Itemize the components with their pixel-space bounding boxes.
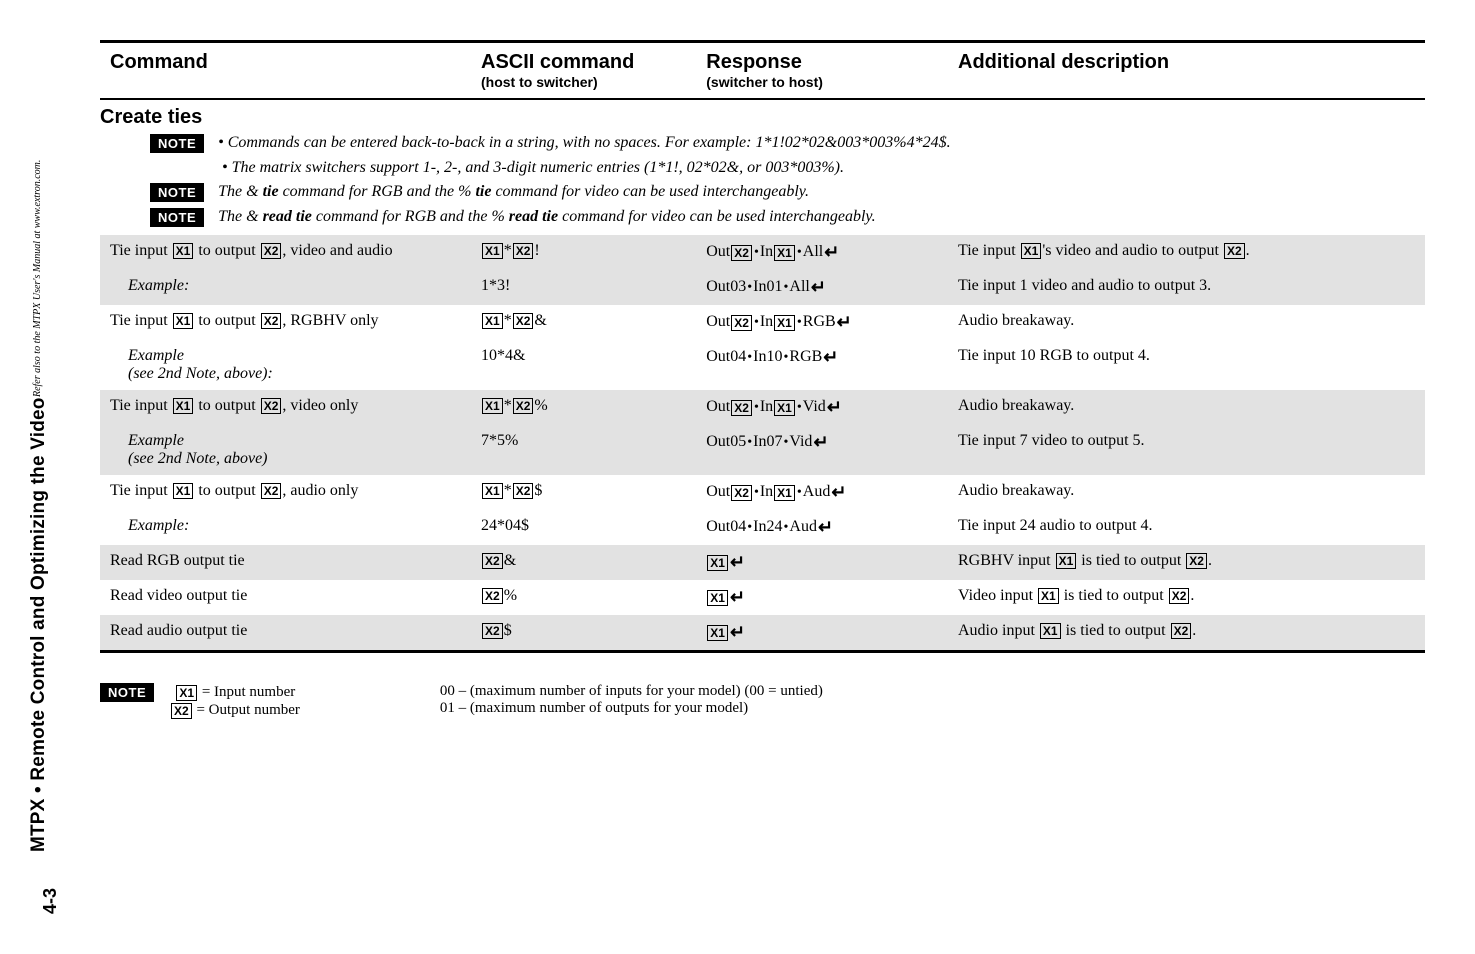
note-row-2: • The matrix switchers support 1-, 2-, a… bbox=[100, 156, 1425, 180]
col-response: Response(switcher to host) bbox=[696, 42, 948, 100]
command-table: Command ASCII command(host to switcher) … bbox=[100, 40, 1425, 653]
table-row: Example: 24*04$ Out04•In24•Aud Tie input… bbox=[100, 510, 1425, 545]
table-row: Read RGB output tie X2& X1 RGBHV input X… bbox=[100, 545, 1425, 580]
note-row-3: NOTE The & tie command for RGB and the %… bbox=[100, 180, 1425, 205]
table-row: Example(see 2nd Note, above) 7*5% Out05•… bbox=[100, 425, 1425, 475]
table-row: Example: 1*3! Out03•In01•All Tie input 1… bbox=[100, 270, 1425, 305]
sidebar: MTPX • Remote Control and Optimizing the… bbox=[28, 160, 50, 852]
col-command: Command bbox=[100, 42, 471, 100]
sidebar-subtitle: Refer also to the MTPX User's Manual at … bbox=[32, 160, 43, 397]
sidebar-title: MTPX • Remote Control and Optimizing the… bbox=[28, 397, 50, 852]
col-ascii: ASCII command(host to switcher) bbox=[471, 42, 696, 100]
page-number: 4-3 bbox=[40, 888, 61, 914]
table-row: Tie input X1 to output X2, video only X1… bbox=[100, 390, 1425, 425]
note-row-4: NOTE The & read tie command for RGB and … bbox=[100, 205, 1425, 235]
table-header-row: Command ASCII command(host to switcher) … bbox=[100, 42, 1425, 100]
table-row: Tie input X1 to output X2, audio only X1… bbox=[100, 475, 1425, 510]
section-row: Create ties bbox=[100, 99, 1425, 131]
table-row: Tie input X1 to output X2, video and aud… bbox=[100, 235, 1425, 270]
note-badge: NOTE bbox=[100, 683, 154, 702]
col-desc: Additional description bbox=[948, 42, 1425, 100]
table-row: Read audio output tie X2$ X1 Audio input… bbox=[100, 615, 1425, 652]
table-row: Example(see 2nd Note, above): 10*4& Out0… bbox=[100, 340, 1425, 390]
table-row: Tie input X1 to output X2, RGBHV only X1… bbox=[100, 305, 1425, 340]
note-row-1: NOTE • Commands can be entered back-to-b… bbox=[100, 131, 1425, 156]
note-badge: NOTE bbox=[150, 208, 204, 227]
note-badge: NOTE bbox=[150, 183, 204, 202]
note-badge: NOTE bbox=[150, 134, 204, 153]
table-row: Read video output tie X2% X1 Video input… bbox=[100, 580, 1425, 615]
footer-notes: NOTE X1 = Input number X2 = Output numbe… bbox=[100, 683, 1425, 719]
